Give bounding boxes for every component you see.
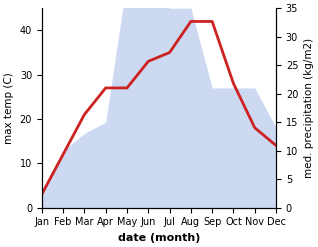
X-axis label: date (month): date (month) [118,233,200,243]
Y-axis label: med. precipitation (kg/m2): med. precipitation (kg/m2) [304,38,314,178]
Y-axis label: max temp (C): max temp (C) [4,72,14,144]
